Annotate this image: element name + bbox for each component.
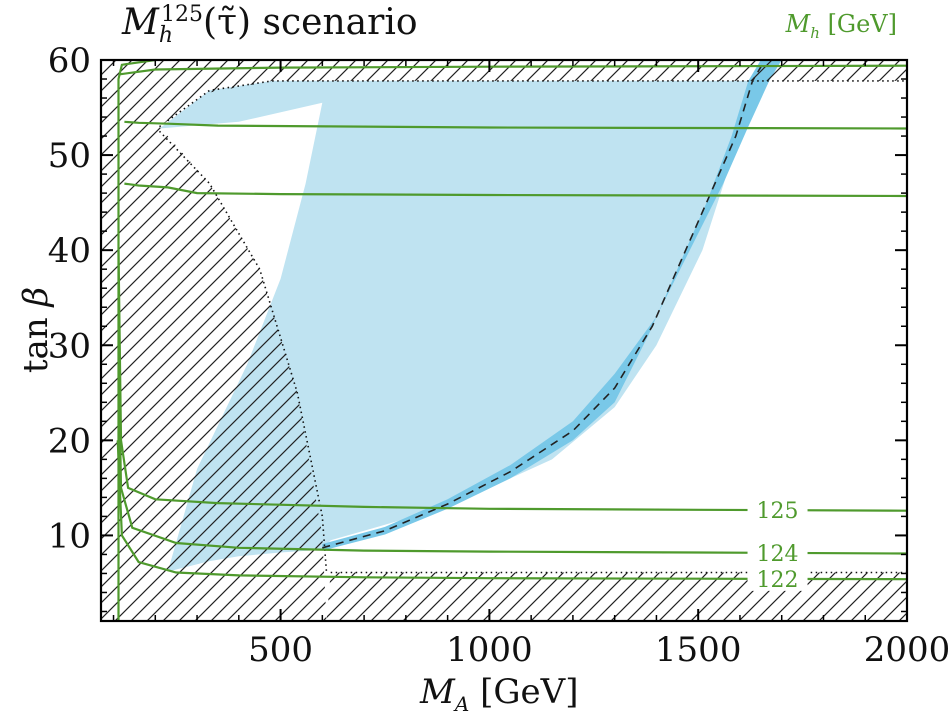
x-tick-label: 2000 <box>864 630 949 670</box>
title-argument: (τ̃) <box>203 2 252 43</box>
chart-title: Mh125(τ̃) scenario <box>122 2 418 48</box>
mh-contour-unlabeled-5 <box>124 120 907 130</box>
legend-subscript: h <box>810 23 820 42</box>
contour-label-bg <box>747 540 808 565</box>
higgs-mass-band <box>322 60 782 551</box>
legend-unit: [GeV] <box>827 10 897 38</box>
title-symbol: M <box>122 2 159 43</box>
contour-label-125: 125 <box>757 499 799 524</box>
mh-contour-legend: Mh [GeV] <box>786 10 897 42</box>
excluded-region-1 <box>101 80 327 621</box>
y-tick-label: 40 <box>48 231 91 271</box>
mh-contour-125 <box>117 250 907 512</box>
title-subscript: h <box>158 23 174 49</box>
allowed-region-layer <box>159 80 757 572</box>
x-axis-symbol: M <box>420 672 455 712</box>
excluded-region-3 <box>101 60 907 81</box>
x-tick-label: 1500 <box>655 630 742 670</box>
y-tick-label: 60 <box>48 41 91 81</box>
y-axis-label: tan β <box>16 280 56 380</box>
mh-contour-122 <box>116 440 907 581</box>
allowed-region <box>159 80 757 572</box>
y-axis-symbol: β <box>16 286 56 307</box>
y-axis-func: tan <box>16 317 56 374</box>
axis-ticks-layer: 500 1000 1500 2000 10 20 30 40 50 60 <box>48 41 949 670</box>
x-tick-label: 500 <box>248 630 313 670</box>
title-word: scenario <box>262 2 418 43</box>
contour-label-124: 124 <box>757 542 799 567</box>
y-tick-label: 10 <box>48 516 91 556</box>
title-superscript: 125 <box>161 2 204 27</box>
contour-label-122: 122 <box>757 568 799 593</box>
contour-label-bg <box>747 498 808 523</box>
y-tick-label: 20 <box>48 421 91 461</box>
mh-contour-unlabeled-4 <box>124 182 907 198</box>
mh-contour-124 <box>117 345 907 555</box>
x-tick-label: 1000 <box>446 630 533 670</box>
x-axis-label: MA [GeV] <box>420 672 578 716</box>
higgs-band-layer <box>322 60 782 551</box>
legend-symbol: M <box>785 10 811 38</box>
dotted-boundary-layer <box>158 80 907 574</box>
plot-frame <box>99 58 909 623</box>
y-tick-label: 30 <box>48 326 91 366</box>
x-axis-subscript: A <box>454 691 470 716</box>
x-axis-unit: [GeV] <box>480 672 579 712</box>
dotted-boundary-3 <box>159 80 273 128</box>
y-tick-label: 50 <box>48 136 91 176</box>
contour-label-bg <box>747 566 808 591</box>
mh-contour-unlabeled-7 <box>117 60 156 621</box>
dotted-boundary-4 <box>158 130 328 573</box>
